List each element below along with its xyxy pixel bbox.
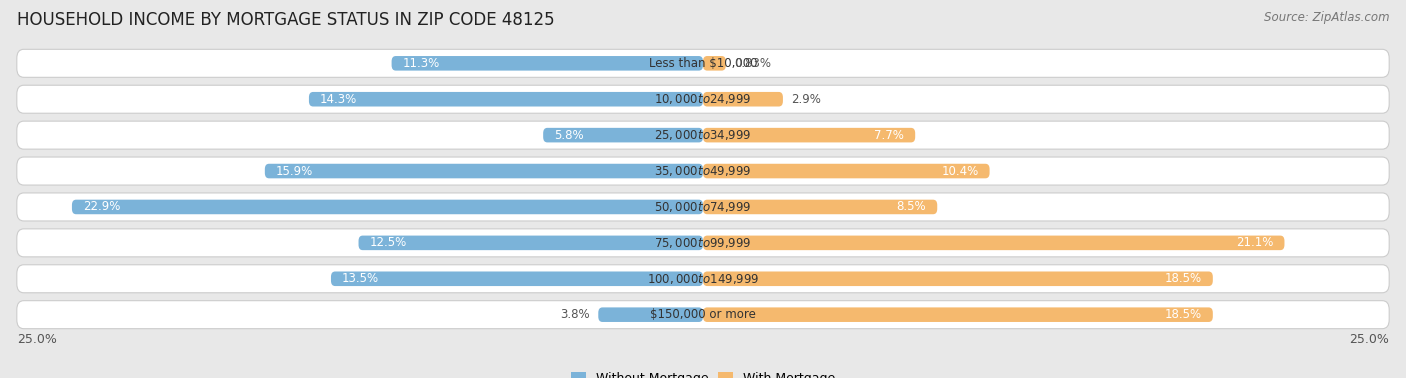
Text: $75,000 to $99,999: $75,000 to $99,999	[654, 236, 752, 250]
Text: 25.0%: 25.0%	[1350, 333, 1389, 345]
Text: 21.1%: 21.1%	[1236, 236, 1274, 249]
FancyBboxPatch shape	[17, 301, 1389, 329]
FancyBboxPatch shape	[17, 85, 1389, 113]
FancyBboxPatch shape	[599, 307, 703, 322]
Text: HOUSEHOLD INCOME BY MORTGAGE STATUS IN ZIP CODE 48125: HOUSEHOLD INCOME BY MORTGAGE STATUS IN Z…	[17, 11, 554, 29]
FancyBboxPatch shape	[703, 56, 725, 71]
Text: 18.5%: 18.5%	[1164, 272, 1202, 285]
FancyBboxPatch shape	[17, 265, 1389, 293]
FancyBboxPatch shape	[703, 164, 990, 178]
FancyBboxPatch shape	[17, 193, 1389, 221]
FancyBboxPatch shape	[72, 200, 703, 214]
Text: 3.8%: 3.8%	[561, 308, 591, 321]
FancyBboxPatch shape	[703, 200, 938, 214]
Text: 18.5%: 18.5%	[1164, 308, 1202, 321]
Legend: Without Mortgage, With Mortgage: Without Mortgage, With Mortgage	[565, 367, 841, 378]
FancyBboxPatch shape	[17, 121, 1389, 149]
Text: 2.9%: 2.9%	[792, 93, 821, 106]
Text: $25,000 to $34,999: $25,000 to $34,999	[654, 128, 752, 142]
FancyBboxPatch shape	[703, 271, 1213, 286]
Text: $150,000 or more: $150,000 or more	[650, 308, 756, 321]
Text: 0.83%: 0.83%	[734, 57, 770, 70]
FancyBboxPatch shape	[330, 271, 703, 286]
FancyBboxPatch shape	[703, 128, 915, 143]
Text: 10.4%: 10.4%	[942, 164, 979, 178]
FancyBboxPatch shape	[309, 92, 703, 107]
Text: 15.9%: 15.9%	[276, 164, 314, 178]
Text: 22.9%: 22.9%	[83, 200, 121, 214]
Text: $100,000 to $149,999: $100,000 to $149,999	[647, 272, 759, 286]
FancyBboxPatch shape	[264, 164, 703, 178]
Text: $50,000 to $74,999: $50,000 to $74,999	[654, 200, 752, 214]
Text: 13.5%: 13.5%	[342, 272, 380, 285]
Text: 14.3%: 14.3%	[321, 93, 357, 106]
FancyBboxPatch shape	[359, 235, 703, 250]
FancyBboxPatch shape	[703, 92, 783, 107]
Text: Less than $10,000: Less than $10,000	[648, 57, 758, 70]
FancyBboxPatch shape	[703, 235, 1285, 250]
FancyBboxPatch shape	[703, 307, 1213, 322]
Text: 11.3%: 11.3%	[402, 57, 440, 70]
Text: $10,000 to $24,999: $10,000 to $24,999	[654, 92, 752, 106]
Text: 25.0%: 25.0%	[17, 333, 56, 345]
Text: 12.5%: 12.5%	[370, 236, 406, 249]
Text: 5.8%: 5.8%	[554, 129, 583, 142]
FancyBboxPatch shape	[17, 157, 1389, 185]
FancyBboxPatch shape	[392, 56, 703, 71]
Text: 8.5%: 8.5%	[897, 200, 927, 214]
Text: 7.7%: 7.7%	[875, 129, 904, 142]
Text: $35,000 to $49,999: $35,000 to $49,999	[654, 164, 752, 178]
FancyBboxPatch shape	[17, 229, 1389, 257]
FancyBboxPatch shape	[543, 128, 703, 143]
Text: Source: ZipAtlas.com: Source: ZipAtlas.com	[1264, 11, 1389, 24]
FancyBboxPatch shape	[17, 49, 1389, 77]
